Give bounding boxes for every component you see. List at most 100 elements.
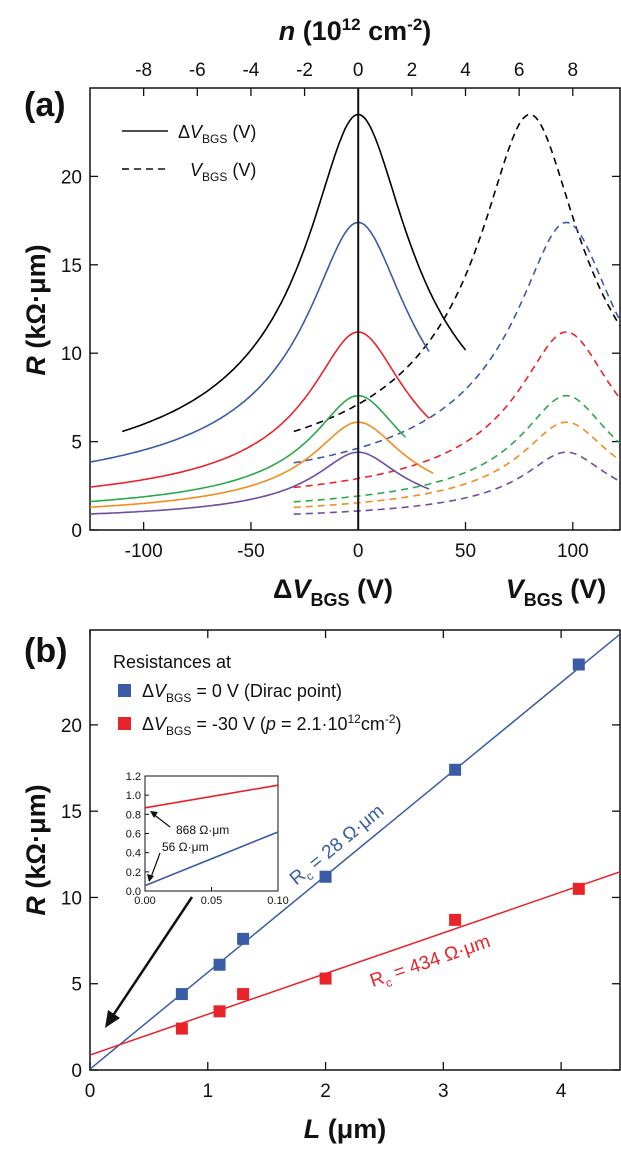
x-tick-label: 2 bbox=[320, 1081, 331, 1102]
panel-b-x-axis-title: L (μm) bbox=[304, 1114, 387, 1144]
inset-annotation-red: 868 Ω·μm bbox=[176, 823, 229, 837]
top-tick-label: -8 bbox=[135, 60, 152, 81]
panel-b-label: (b) bbox=[24, 632, 67, 670]
panel-a: (a) -8 -6 -4 -2 0 2 4 6 8 n (1012 cm-2) 0 5 10 15 20… bbox=[21, 15, 621, 610]
y-tick-label: 10 bbox=[61, 344, 82, 365]
top-tick-label: 2 bbox=[407, 60, 418, 81]
x-tick-label: 0 bbox=[353, 541, 364, 562]
data-point bbox=[572, 882, 585, 895]
panel-a-label: (a) bbox=[24, 86, 66, 124]
y-tick-label: 15 bbox=[61, 802, 82, 823]
x-tick-label: 0 bbox=[85, 1081, 96, 1102]
legend-entry-delta-vbgs: ΔVBGS (V) bbox=[178, 122, 256, 146]
y-tick-label: 20 bbox=[61, 716, 82, 737]
inset-plot: 0.0 0.2 0.4 0.6 0.8 1.0 1.2 0.00 0.05 0.10 868 Ω·… bbox=[126, 771, 289, 907]
inset-x-tick-label: 0.05 bbox=[201, 895, 222, 907]
data-point bbox=[319, 870, 332, 883]
panel-a-curves bbox=[89, 113, 621, 515]
inset-axes: 0.0 0.2 0.4 0.6 0.8 1.0 1.2 0.00 0.05 0.10 bbox=[126, 771, 289, 907]
inset-y-tick-label: 1.0 bbox=[126, 790, 141, 802]
inset-arrowhead-blue bbox=[147, 874, 154, 882]
top-tick-label: 0 bbox=[353, 60, 364, 81]
x-tick-label: 4 bbox=[556, 1081, 567, 1102]
y-tick-label: 5 bbox=[71, 433, 82, 454]
blue-fit-annotation: Rc = 28 Ω·μm bbox=[286, 801, 390, 893]
inset-annotation-blue: 56 Ω·μm bbox=[162, 840, 209, 854]
panel-b-plot bbox=[90, 633, 620, 1070]
x-tick-label: 1 bbox=[202, 1081, 213, 1102]
y-tick-label: 20 bbox=[61, 167, 82, 188]
zoom-arrowhead bbox=[105, 1010, 120, 1028]
data-point bbox=[175, 988, 188, 1001]
inset-y-tick-label: 1.2 bbox=[126, 771, 141, 783]
dashed-curve-1 bbox=[293, 221, 621, 464]
zoom-arrow-shaft bbox=[108, 896, 194, 1021]
solid-curve-0 bbox=[121, 113, 467, 433]
inset-x-tick-label: 0.10 bbox=[267, 895, 288, 907]
inset-arrowhead-red bbox=[150, 811, 158, 818]
dashed-curve-3 bbox=[293, 394, 621, 503]
data-point bbox=[449, 913, 462, 926]
top-tick-label: -2 bbox=[296, 60, 313, 81]
panel-a-top-axis-title: n (1012 cm-2) bbox=[279, 15, 432, 46]
dashed-curve-5 bbox=[293, 451, 621, 515]
solid-curve-2 bbox=[89, 331, 430, 488]
panel-b-y-axis: 0 5 10 15 20 bbox=[61, 716, 620, 1082]
inset-y-tick-label: 0.8 bbox=[126, 809, 141, 821]
legend-entry-dirac: ΔVBGS = 0 V (Dirac point) bbox=[142, 681, 342, 705]
panel-b-x-axis: 0 1 2 3 4 bbox=[85, 630, 567, 1102]
inset-y-tick-label: 0.6 bbox=[126, 829, 141, 841]
data-point bbox=[213, 1005, 226, 1018]
solid-curve-5 bbox=[89, 451, 430, 515]
inset-y-tick-label: 0.2 bbox=[126, 867, 141, 879]
panel-a-x-axis-title-right: VBGS (V) bbox=[506, 574, 607, 610]
legend-entry-p-doped: ΔVBGS = -30 V (p = 2.1·1012cm-2) bbox=[142, 712, 402, 738]
top-tick-label: 8 bbox=[568, 60, 579, 81]
dashed-curve-2 bbox=[293, 331, 621, 489]
data-point bbox=[449, 763, 462, 776]
panel-a-frame bbox=[89, 87, 621, 531]
dashed-curve-0 bbox=[293, 113, 621, 433]
top-tick-label: 6 bbox=[514, 60, 525, 81]
panel-b: (b) 0 5 10 15 20 0 1 2 3 4 R (kΩ·μm) L (μm) Resi… bbox=[21, 629, 621, 1144]
inset-lines bbox=[144, 784, 279, 887]
data-point bbox=[572, 658, 585, 671]
zoom-arrow bbox=[105, 896, 194, 1028]
panel-b-y-axis-title: R (kΩ·μm) bbox=[21, 784, 51, 915]
solid-curve-4 bbox=[89, 421, 434, 508]
data-point bbox=[175, 1022, 188, 1035]
dashed-curve-4 bbox=[293, 421, 621, 509]
solid-curve-3 bbox=[89, 394, 406, 503]
inset-fit-line-0 bbox=[144, 831, 279, 887]
panel-a-x-axis: -100 -50 0 50 100 bbox=[125, 522, 589, 562]
red-fit-annotation: Rc = 434 Ω·μm bbox=[367, 931, 494, 995]
y-tick-label: 10 bbox=[61, 888, 82, 909]
legend-title: Resistances at bbox=[113, 652, 231, 672]
panel-b-frame bbox=[89, 629, 621, 1071]
data-point bbox=[319, 972, 332, 985]
solid-curve-1 bbox=[89, 221, 430, 463]
panel-a-x-axis-title-left: ΔVBGS (V) bbox=[273, 574, 393, 610]
top-tick-label: -6 bbox=[189, 60, 206, 81]
inset-fit-line-1 bbox=[144, 784, 279, 809]
inset-x-tick-label: 0.00 bbox=[134, 895, 155, 907]
panel-a-top-axis: -8 -6 -4 -2 0 2 4 6 8 bbox=[135, 60, 578, 96]
legend-blue-marker bbox=[118, 684, 131, 697]
y-tick-label: 0 bbox=[71, 1061, 82, 1082]
y-tick-label: 5 bbox=[71, 975, 82, 996]
y-tick-label: 15 bbox=[61, 256, 82, 277]
panel-a-legend: ΔVBGS (V) VBGS (V) bbox=[122, 122, 256, 184]
inset-frame bbox=[144, 775, 279, 892]
data-point bbox=[237, 932, 250, 945]
x-tick-label: 50 bbox=[455, 541, 476, 562]
y-tick-label: 0 bbox=[71, 521, 82, 542]
panel-a-y-axis: 0 5 10 15 20 bbox=[61, 167, 620, 542]
panel-a-y-axis-title: R (kΩ·μm) bbox=[21, 244, 51, 375]
panel-b-legend: Resistances at ΔVBGS = 0 V (Dirac point)… bbox=[113, 652, 402, 738]
top-tick-label: 4 bbox=[460, 60, 471, 81]
fit-line-1 bbox=[90, 871, 620, 1056]
legend-red-marker bbox=[118, 717, 131, 730]
x-tick-label: 100 bbox=[557, 541, 589, 562]
inset-y-tick-label: 0.0 bbox=[126, 886, 141, 898]
